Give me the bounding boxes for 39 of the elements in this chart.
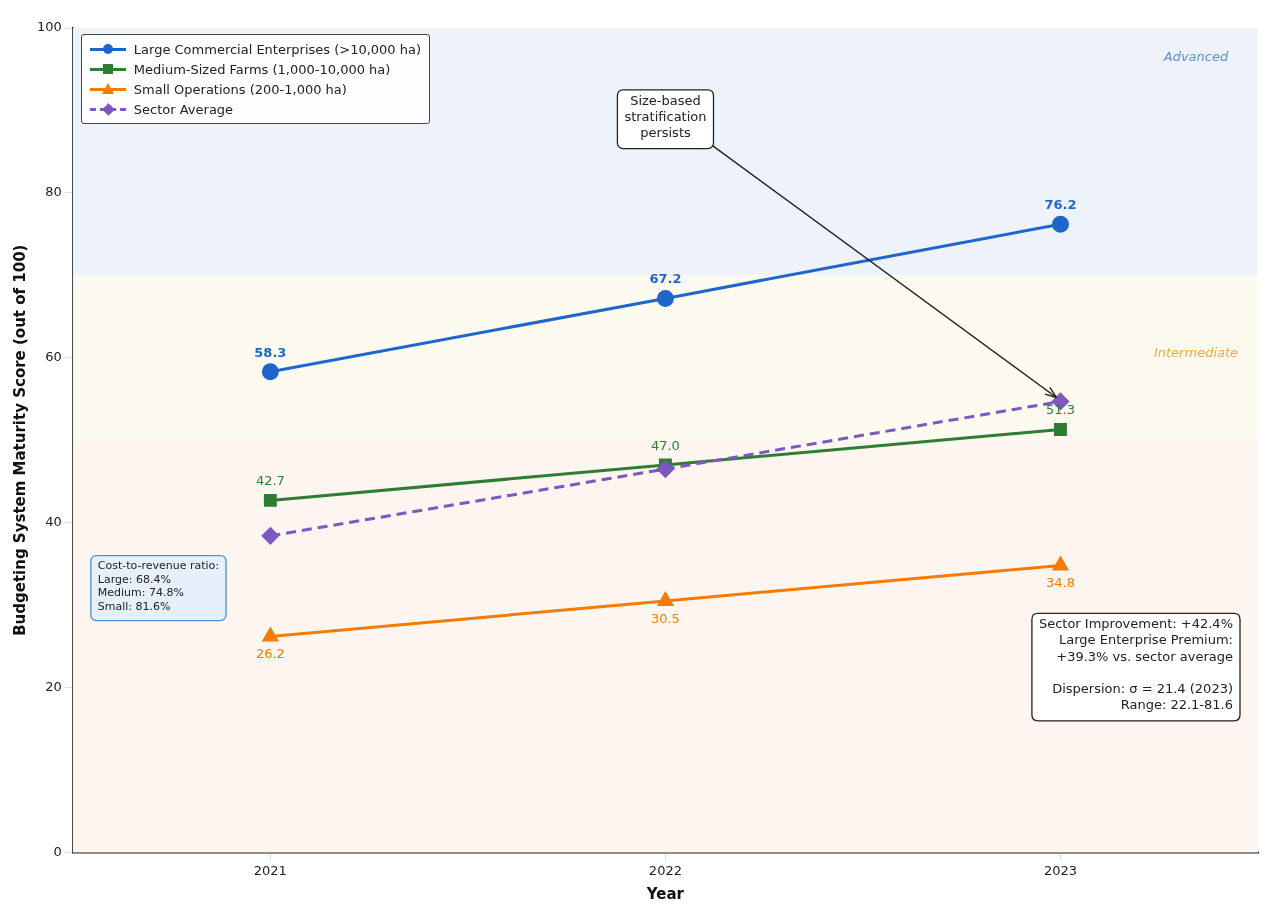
annotation: Cost-to-revenue ratio: Large: 68.4% Medium: 74.8% Small: 81.6%: [97, 558, 220, 614]
point: [263, 493, 277, 507]
point: [1054, 423, 1067, 436]
data-label: 58.3: [254, 344, 287, 360]
point: [656, 289, 674, 307]
legend-label: Small Operations (200-1,000 ha): [133, 81, 347, 97]
point: [1052, 557, 1069, 571]
y-tick-label: 40: [45, 514, 62, 530]
data-label: 34.8: [1045, 575, 1075, 591]
point: [262, 627, 278, 642]
annotation: Size-based stratification persists: [624, 92, 707, 141]
x-tick-label: 2023: [1043, 862, 1078, 878]
data-label: 67.2: [649, 271, 682, 287]
point: [261, 527, 279, 545]
y-tick-label: 100: [36, 19, 62, 35]
point: [656, 460, 674, 478]
text: Sector Improvement: +42.4% Large Enterprise Premium: +39.3% vs. sector average Dispersion: σ = 21.4 (2023) Range: 22.1-81.6: [1038, 616, 1233, 713]
point: [657, 592, 673, 606]
y-tick-label: 60: [45, 349, 62, 365]
data-label: 42.7: [255, 473, 285, 489]
band-label: Advanced: [1162, 49, 1229, 65]
point: [1051, 215, 1069, 233]
data-label: 47.0: [650, 437, 680, 453]
data-label: 51.3: [1045, 402, 1075, 418]
data-label: 76.2: [1044, 197, 1077, 213]
y-tick-label: 20: [45, 678, 62, 694]
y-axis-title: Budgeting System Maturity Score (out of 100): [10, 244, 29, 636]
x-tick-label: 2021: [253, 862, 287, 878]
legend-label: Large Commercial Enterprises (>10,000 ha): [133, 41, 422, 57]
band-label: Intermediate: [1153, 344, 1239, 360]
x-tick-label: 2022: [648, 862, 682, 878]
legend-label: Medium-Sized Farms (1,000-10,000 ha): [133, 61, 391, 77]
y-tick-label: 80: [45, 184, 62, 200]
y-tick-label: 0: [53, 843, 62, 859]
legend-label: Sector Average: [133, 101, 234, 117]
point: [261, 363, 279, 381]
data-label: 30.5: [650, 610, 680, 626]
x-axis-title: Year: [645, 884, 685, 903]
data-label: 26.2: [255, 646, 285, 662]
